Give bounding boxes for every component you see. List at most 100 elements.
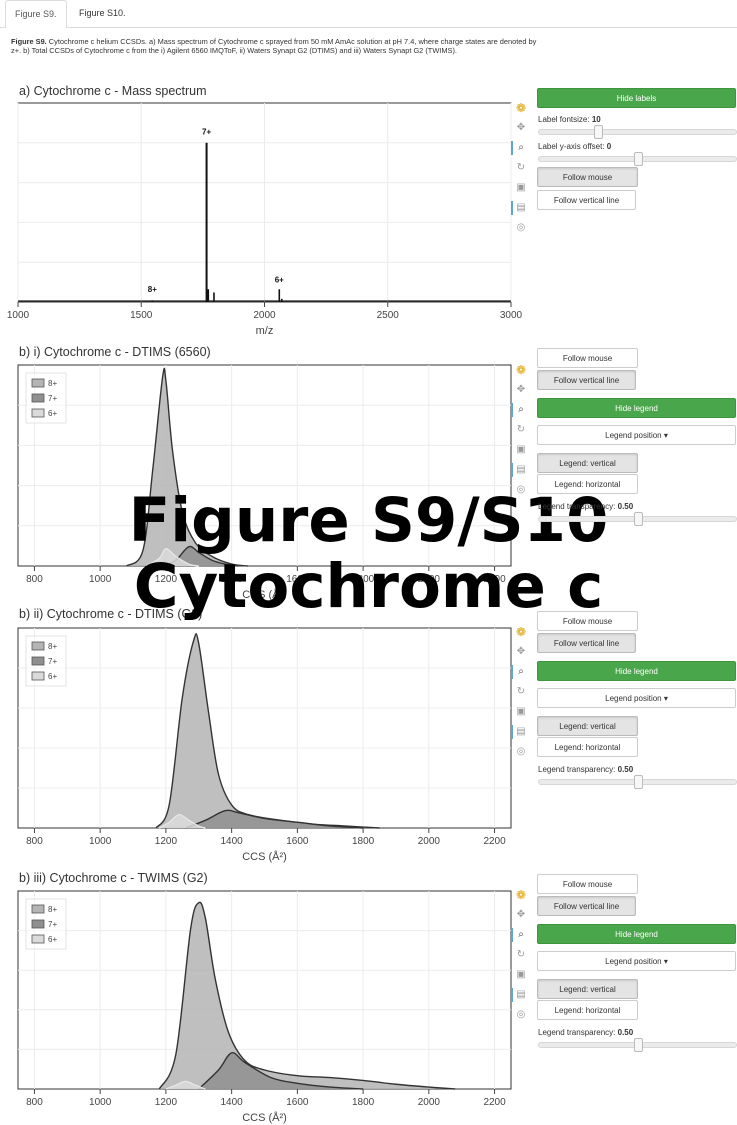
ccs-line-8plus: [158, 901, 456, 1090]
zoom-icon[interactable]: ⌕: [518, 404, 524, 415]
dtims-g2-title: b) ii) Cytochrome c - DTIMS (G2): [19, 607, 203, 621]
zoom-icon[interactable]: ⌕: [518, 666, 524, 677]
ccs-line-6plus: [145, 548, 199, 567]
follow-vertical-line-button[interactable]: Follow vertical line: [537, 370, 636, 390]
mass-spectrum-title: a) Cytochrome c - Mass spectrum: [19, 84, 207, 98]
follow-mouse-button[interactable]: Follow mouse: [537, 348, 638, 368]
zoom-icon[interactable]: ⌕: [518, 142, 524, 153]
zoom-icon[interactable]: ⌕: [518, 929, 524, 940]
hover-icon[interactable]: ▤: [516, 464, 526, 475]
pan-icon[interactable]: ✥: [516, 909, 526, 920]
save-icon[interactable]: ▣: [516, 444, 526, 455]
x-tick-label: 1200: [155, 574, 178, 585]
label-fontsize-label: Label fontsize: 10: [538, 115, 601, 124]
legend-transparency-value: 0.50: [617, 765, 634, 774]
caret-down-icon: ▾: [661, 431, 668, 440]
ccs-line-6plus: [159, 813, 206, 829]
pan-icon[interactable]: ✥: [516, 384, 526, 395]
legend-swatch: [31, 656, 45, 666]
legend-vertical-button[interactable]: Legend: vertical: [537, 979, 638, 999]
slider-handle[interactable]: [633, 512, 643, 526]
legend-label: 8+: [48, 379, 57, 388]
tab-figure-s9[interactable]: Figure S9.: [5, 0, 67, 28]
label-offset-value: 0: [606, 142, 612, 151]
legend-position-dropdown[interactable]: Legend position ▾: [537, 425, 736, 445]
mass-spectrum-plot[interactable]: 1000 1500 2000 2500 3000 m/z 8+ 7+ 6+: [0, 100, 523, 340]
reset-icon[interactable]: ↻: [516, 949, 526, 960]
x-tick-label: 2000: [418, 836, 441, 847]
crosshair-icon[interactable]: ◎: [516, 484, 526, 495]
hide-legend-button[interactable]: Hide legend: [537, 661, 736, 681]
follow-vertical-line-button[interactable]: Follow vertical line: [537, 190, 636, 210]
tab-figure-s10[interactable]: Figure S10.: [79, 8, 126, 18]
x-axis-label: CCS (Å²): [242, 850, 287, 863]
twims-g2-plot[interactable]: 800 1000 1200 1400 1600 1800 2000 2200 CCS (Å²) 8…: [0, 889, 512, 1125]
follow-mouse-button[interactable]: Follow mouse: [537, 611, 638, 631]
logo-icon: ❁: [515, 363, 527, 377]
slider-handle[interactable]: [633, 775, 643, 789]
follow-vertical-line-button[interactable]: Follow vertical line: [537, 633, 636, 653]
legend-position-dropdown[interactable]: Legend position ▾: [537, 951, 736, 971]
x-tick-label: 1600: [286, 1097, 309, 1108]
legend-transparency-label: Legend transparency: 0.50: [538, 765, 633, 774]
x-tick-label: 1200: [155, 1097, 178, 1108]
legend-transparency-value: 0.50: [617, 1028, 634, 1037]
legend-horizontal-button[interactable]: Legend: horizontal: [537, 474, 638, 494]
legend-vertical-button[interactable]: Legend: vertical: [537, 716, 638, 736]
hover-icon[interactable]: ▤: [516, 989, 526, 1000]
crosshair-icon[interactable]: ◎: [516, 746, 526, 757]
x-tick-label: 1500: [130, 310, 153, 321]
reset-icon[interactable]: ↻: [516, 424, 526, 435]
follow-mouse-button[interactable]: Follow mouse: [537, 167, 638, 187]
save-icon[interactable]: ▣: [516, 182, 526, 193]
label-offset-slider[interactable]: [538, 152, 737, 166]
legend-label: 8+: [48, 642, 57, 651]
legend-swatch: [31, 904, 45, 914]
legend-position-dropdown[interactable]: Legend position ▾: [537, 688, 736, 708]
reset-icon[interactable]: ↻: [516, 686, 526, 697]
slider-handle[interactable]: [633, 152, 643, 166]
follow-mouse-button[interactable]: Follow mouse: [537, 874, 638, 894]
hide-labels-button[interactable]: Hide labels: [537, 88, 736, 108]
dtims-6560-plot[interactable]: 800 1000 1200 1400 1600 1800 2000 2200 CCS (Å²) 8…: [0, 363, 512, 601]
plot-frame: [17, 890, 512, 1090]
x-tick-label: 1600: [286, 574, 309, 585]
hide-legend-button[interactable]: Hide legend: [537, 398, 736, 418]
x-tick-label: 800: [26, 1097, 43, 1108]
legend-label: 8+: [48, 905, 57, 914]
pan-icon[interactable]: ✥: [516, 122, 526, 133]
legend-horizontal-button[interactable]: Legend: horizontal: [537, 1000, 638, 1020]
legend-horizontal-button-label: Legend: horizontal: [554, 480, 621, 489]
ccs-area-6plus: [159, 814, 206, 828]
slider-handle[interactable]: [594, 125, 604, 139]
legend-horizontal-button[interactable]: Legend: horizontal: [537, 737, 638, 757]
legend-vertical-button[interactable]: Legend: vertical: [537, 453, 638, 473]
label-fontsize-slider[interactable]: [538, 125, 737, 139]
legend-swatch: [31, 393, 45, 403]
reset-icon[interactable]: ↻: [516, 162, 526, 173]
slider-handle[interactable]: [633, 1038, 643, 1052]
hover-icon[interactable]: ▤: [516, 202, 526, 213]
legend-transparency-slider[interactable]: [538, 1038, 737, 1052]
legend-transparency-slider[interactable]: [538, 512, 737, 526]
pan-icon[interactable]: ✥: [516, 646, 526, 657]
overlay-line-2: Cytochrome c: [133, 551, 604, 622]
x-tick-label: 1400: [221, 836, 244, 847]
hide-legend-button[interactable]: Hide legend: [537, 924, 736, 944]
follow-vertical-line-button-label: Follow vertical line: [553, 902, 620, 911]
dtims-g2-plot[interactable]: 800 1000 1200 1400 1600 1800 2000 2200 CCS (Å²) 8…: [0, 626, 512, 866]
x-tick-label: 2500: [377, 310, 400, 321]
follow-vertical-line-button[interactable]: Follow vertical line: [537, 896, 636, 916]
legend-transparency-slider[interactable]: [538, 775, 737, 789]
ccs-area-7plus: [198, 1052, 364, 1089]
hover-icon[interactable]: ▤: [516, 726, 526, 737]
x-tick-label: 1400: [221, 574, 244, 585]
save-icon[interactable]: ▣: [516, 969, 526, 980]
x-tick-label: 2200: [483, 1097, 506, 1108]
crosshair-icon[interactable]: ◎: [516, 222, 526, 233]
x-tick-label: 2200: [483, 836, 506, 847]
active-tool-indicator: [511, 403, 513, 417]
x-tick-label: 1800: [352, 1097, 375, 1108]
save-icon[interactable]: ▣: [516, 706, 526, 717]
crosshair-icon[interactable]: ◎: [516, 1009, 526, 1020]
